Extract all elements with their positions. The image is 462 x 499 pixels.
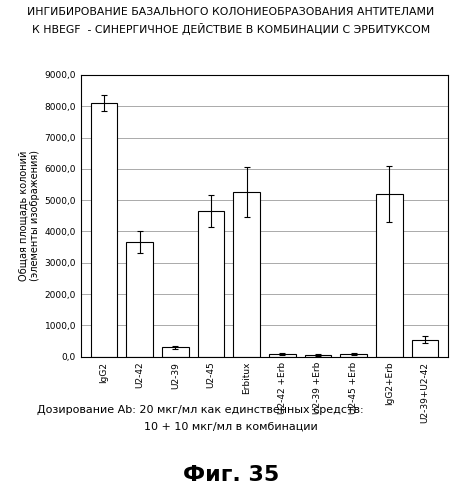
Bar [126, 243, 153, 357]
Bar [376, 194, 403, 357]
Bar [198, 211, 225, 357]
Bar [233, 192, 260, 357]
Text: 10 + 10 мкг/мл в комбинации: 10 + 10 мкг/мл в комбинации [144, 422, 318, 432]
Text: К HBEGF  - СИНЕРГИЧНОЕ ДЕЙСТВИЕ В КОМБИНАЦИИ С ЭРБИТУКСОМ: К HBEGF - СИНЕРГИЧНОЕ ДЕЙСТВИЕ В КОМБИНА… [32, 23, 430, 35]
Bar [412, 339, 438, 357]
Text: ИНГИБИРОВАНИЕ БАЗАЛЬНОГО КОЛОНИЕОБРАЗОВАНИЯ АНТИТЕЛАМИ: ИНГИБИРОВАНИЕ БАЗАЛЬНОГО КОЛОНИЕОБРАЗОВА… [27, 7, 435, 17]
Text: Дозирование Ab: 20 мкг/мл как единственных средств:: Дозирование Ab: 20 мкг/мл как единственн… [37, 405, 364, 415]
Bar [269, 354, 296, 357]
Y-axis label: Общая площадь колоний
(элементы изображения): Общая площадь колоний (элементы изображе… [19, 150, 40, 281]
Bar [340, 354, 367, 357]
Bar [304, 355, 331, 357]
Text: Фиг. 35: Фиг. 35 [183, 465, 279, 485]
Bar [162, 347, 188, 357]
Bar [91, 103, 117, 357]
